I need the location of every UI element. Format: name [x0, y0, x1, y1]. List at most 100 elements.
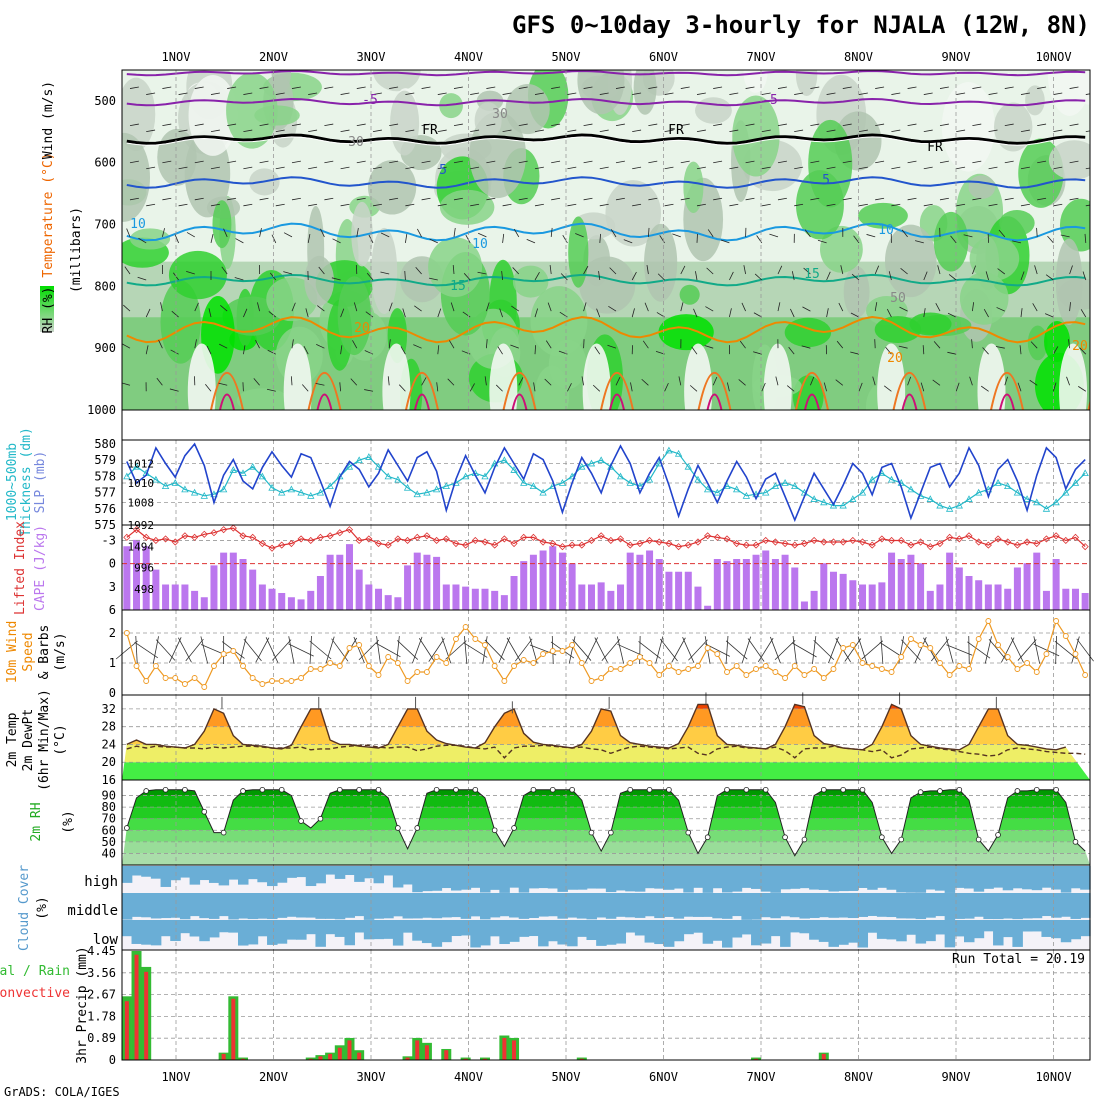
- rh-point: [240, 788, 246, 794]
- thickness-point: [694, 475, 702, 483]
- wind-speed-point: [1014, 666, 1021, 672]
- lifted-index-point: [394, 535, 402, 543]
- thickness-point: [481, 472, 489, 480]
- wind-barb: [405, 203, 415, 207]
- wind-barb: [828, 636, 839, 664]
- wind-barb: [761, 203, 771, 207]
- contour-label: 20: [354, 321, 370, 336]
- cloud-bar: [915, 866, 927, 893]
- wind-barb: [592, 384, 601, 392]
- cape-bar: [1052, 559, 1060, 610]
- wind-barb: [774, 639, 796, 661]
- wind-speed-point: [143, 678, 150, 684]
- run-total-label: Run Total = 20.19: [952, 952, 1085, 967]
- cloud-bar: [305, 893, 317, 918]
- wind-barb: [743, 265, 746, 275]
- cloud-bar: [751, 920, 762, 946]
- wind-barb: [664, 382, 669, 392]
- cape-bar: [820, 563, 828, 610]
- cape-bar: [249, 569, 257, 610]
- thickness-point: [1081, 469, 1089, 477]
- thickness-point: [423, 488, 431, 496]
- wind-barb: [478, 232, 487, 238]
- thickness-point: [975, 488, 983, 496]
- wind-speed-point: [1062, 633, 1069, 639]
- lifted-index-point: [878, 535, 886, 543]
- wind-barb: [826, 166, 836, 170]
- cloud-bar: [286, 866, 297, 878]
- cloud-bar: [276, 866, 288, 883]
- pressure-tick-label: 900: [94, 341, 116, 355]
- wind-barb: [1085, 167, 1090, 170]
- wind-speed-point: [433, 654, 440, 660]
- rh-point: [317, 815, 324, 822]
- cloud-bar: [305, 920, 317, 935]
- wind-barb: [218, 382, 228, 386]
- cloud-bar: [238, 920, 249, 946]
- cloud-bar: [315, 893, 326, 919]
- wind-speed-point: [288, 678, 295, 684]
- wind-speed-point: [336, 663, 343, 669]
- wind-barb: [275, 203, 285, 207]
- rh-band: [122, 830, 1090, 842]
- cape-bar: [655, 559, 663, 610]
- cloud-bar: [799, 920, 810, 934]
- rh-shade-blob: [122, 77, 156, 151]
- wind-speed-point: [743, 672, 750, 678]
- cloud-bar: [760, 866, 772, 892]
- pressure-tick-label: 800: [94, 279, 116, 293]
- wind-barb: [560, 273, 568, 281]
- temperature-band: [122, 704, 1090, 709]
- cape-bar: [152, 569, 160, 610]
- thickness-point: [510, 466, 518, 473]
- cloud-bar: [586, 866, 597, 889]
- thickness-point: [597, 456, 605, 464]
- thickness-point: [1033, 498, 1041, 506]
- wind-barb: [931, 638, 949, 662]
- rh-point: [975, 836, 982, 843]
- contour-label: FR: [927, 140, 943, 155]
- wind-speed-point: [782, 675, 789, 681]
- cloud-bar: [625, 920, 636, 933]
- cape-bar: [1071, 588, 1079, 610]
- wind-barb: [672, 233, 681, 238]
- thickness-point: [181, 485, 189, 493]
- wind-barb: [712, 376, 718, 386]
- lifted-index-point: [675, 543, 683, 551]
- temperature-contour: [126, 222, 1086, 242]
- cloud-bar: [267, 866, 278, 887]
- thickness-point: [674, 449, 683, 457]
- lifted-index-point: [374, 539, 383, 548]
- rh-shade-blob: [212, 200, 232, 249]
- cloud-bar: [789, 920, 801, 933]
- cloud-bar: [683, 866, 694, 893]
- wind-barb: [259, 197, 269, 201]
- wind-barb: [969, 376, 973, 386]
- thickness-point: [365, 453, 373, 460]
- thickness-point: [200, 492, 208, 499]
- cloud-bar: [934, 920, 946, 935]
- lifted-index-point: [645, 536, 654, 545]
- wind-barb: [135, 635, 138, 665]
- wind-barb: [664, 203, 674, 207]
- wind-barb: [810, 86, 820, 89]
- wind-barb: [502, 129, 512, 133]
- wind-barb: [706, 267, 714, 275]
- wind-barb: [858, 92, 868, 95]
- wind-barb: [775, 376, 779, 386]
- wind-speed-point: [462, 624, 469, 630]
- cloud-bar: [528, 893, 539, 919]
- rh-tick-label: 40: [102, 846, 116, 860]
- bottom-date-tick: 2NOV: [259, 1070, 288, 1084]
- wind-barb: [1030, 341, 1038, 349]
- cloud-bar: [654, 893, 665, 919]
- lifted-index-point: [181, 532, 189, 540]
- wind-barb: [745, 197, 755, 201]
- cloud-bar: [1080, 866, 1091, 890]
- precip-convective-bar: [405, 1057, 410, 1060]
- thickness-point: [442, 482, 450, 490]
- cloud-bar: [818, 866, 830, 890]
- lifted-index-point: [955, 535, 963, 543]
- cloud-bar: [334, 920, 346, 937]
- wind-barb: [770, 636, 781, 664]
